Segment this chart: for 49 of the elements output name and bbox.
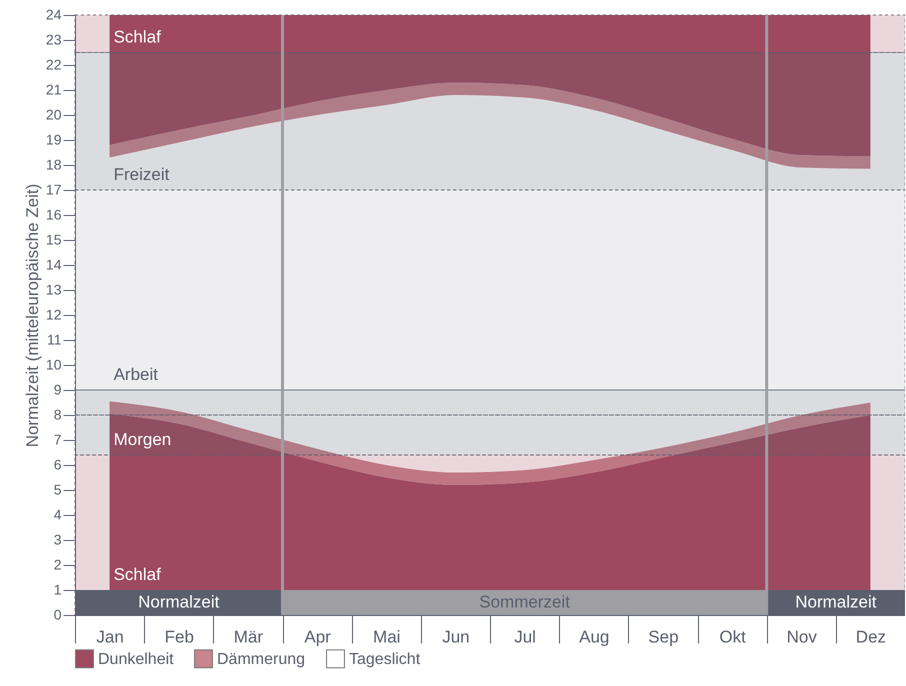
y-tick-label: 8 <box>54 406 62 422</box>
band-label: Schlaf <box>114 28 162 46</box>
x-tick-label: Mai <box>373 628 400 646</box>
y-tick-label: 18 <box>46 156 62 172</box>
y-tick-label: 5 <box>54 482 62 498</box>
x-tick-label: Dez <box>856 628 886 646</box>
y-tick-label: 16 <box>46 206 62 222</box>
y-tick-label: 23 <box>46 32 62 48</box>
legend-label: Dunkelheit <box>98 650 174 668</box>
x-tick-label: Feb <box>164 628 194 646</box>
x-tick-label: Nov <box>786 628 818 646</box>
x-tick-label: Okt <box>719 628 746 646</box>
x-tick-label: Jul <box>514 628 536 646</box>
y-tick-label: 0 <box>54 606 62 622</box>
y-tick-label: 22 <box>46 56 62 72</box>
band-label: Arbeit <box>114 365 158 384</box>
y-tick-label: 24 <box>46 6 62 22</box>
y-tick-label: 6 <box>54 456 62 472</box>
y-axis-title: Normalzeit (mitteleuropäische Zeit) <box>22 184 42 448</box>
band-label: Schlaf <box>114 565 162 584</box>
y-tick-label: 15 <box>46 232 62 248</box>
y-tick-label: 12 <box>46 306 62 322</box>
legend-label: Dämmerung <box>217 650 306 668</box>
x-tick-label: Mär <box>234 628 264 646</box>
y-tick-label: 21 <box>46 82 62 98</box>
x-tick-label: Sep <box>648 628 679 646</box>
y-tick-label: 2 <box>54 556 62 572</box>
x-tick-label: Apr <box>304 628 332 646</box>
y-tick-label: 10 <box>46 356 62 372</box>
y-tick-label: 4 <box>54 506 62 522</box>
y-tick-label: 19 <box>46 132 62 148</box>
y-tick-label: 3 <box>54 532 62 548</box>
band-label: Freizeit <box>114 165 170 184</box>
band-label: Morgen <box>114 430 172 449</box>
y-tick-label: 14 <box>46 256 62 272</box>
y-tick-label: 9 <box>54 382 62 398</box>
y-tick-label: 17 <box>46 182 62 198</box>
y-tick-label: 11 <box>46 332 62 348</box>
y-tick-label: 20 <box>46 106 62 122</box>
x-tick-label: Jan <box>96 628 124 646</box>
band-label: Normalzeit <box>795 592 877 612</box>
y-tick-label: 1 <box>54 582 62 598</box>
x-tick-label: Aug <box>579 628 610 646</box>
legend-label: Tageslicht <box>349 650 421 668</box>
band-label: Sommerzeit <box>479 592 570 612</box>
x-tick-label: Jun <box>442 628 470 646</box>
band-label: Normalzeit <box>138 592 220 612</box>
y-tick-label: 13 <box>46 282 62 298</box>
y-tick-label: 7 <box>54 432 62 448</box>
